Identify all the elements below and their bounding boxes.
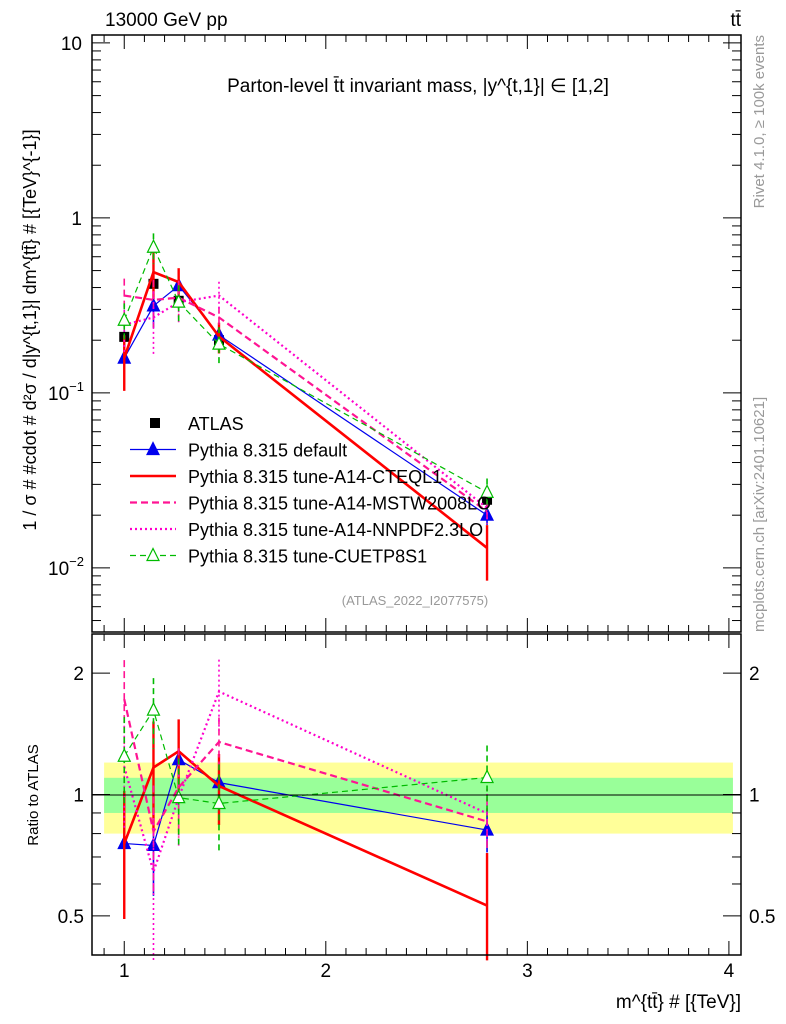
legend-item-1: Pythia 8.315 default xyxy=(130,441,347,461)
ratio-y-tick-label-right: 1 xyxy=(749,786,760,807)
x-tick-label: 1 xyxy=(119,961,130,982)
legend: ATLAS Pythia 8.315 default Pythia 8.315 tu… xyxy=(130,414,491,567)
x-tick-label: 4 xyxy=(724,961,735,982)
x-tick-label: 2 xyxy=(321,961,332,982)
legend-label: Pythia 8.315 default xyxy=(188,441,347,461)
legend-marker xyxy=(146,441,160,456)
axis-ticks xyxy=(92,35,741,956)
ratio-y-tick-label: 1 xyxy=(73,786,84,807)
series-line-main xyxy=(123,294,488,509)
legend-label: Pythia 8.315 tune-A14-NNPDF2.3LO xyxy=(188,520,483,540)
ratio-point xyxy=(212,795,226,810)
y-axis-label: 1 / σ # #cdot # d²σ / d|y^{t,1}| dm^{tt̄… xyxy=(20,129,40,530)
legend-item-5: Pythia 8.315 tune-CUETP8S1 xyxy=(130,547,427,567)
main-plot-frame xyxy=(91,34,742,633)
ratio-y-tick-label-right: 2 xyxy=(749,664,760,685)
ratio-point xyxy=(117,747,132,762)
mcplots-label: mcplots.cern.ch [arXiv:2401.10621] xyxy=(751,397,768,632)
legend-item-3: Pythia 8.315 tune-A14-MSTW2008LO xyxy=(130,494,491,514)
legend-item-0: ATLAS xyxy=(150,414,244,434)
ratio-uncertainty-bands xyxy=(104,762,733,834)
plot-title: Parton-level t̄t invariant mass, |y^{t,1… xyxy=(227,76,609,97)
data-point xyxy=(146,238,161,253)
data-point xyxy=(480,484,495,498)
data-point xyxy=(171,293,186,308)
series-layer xyxy=(117,233,495,961)
tick-labels: 1 2 3 4 10 1 10−1 10−2 2 2 1 1 0.5 0.5 xyxy=(48,34,775,982)
ratio-y-axis-label: Ratio to ATLAS xyxy=(25,744,42,845)
legend-label: Pythia 8.315 tune-A14-MSTW2008LO xyxy=(188,494,491,514)
series-line-ratio xyxy=(123,699,488,835)
legend-marker xyxy=(150,418,160,428)
series-line-main xyxy=(124,294,488,513)
x-tick-label: 3 xyxy=(522,961,533,982)
ratio-y-tick-label-right: 0.5 xyxy=(749,907,775,928)
process-label: tt̄ xyxy=(730,10,741,31)
legend-item-4: Pythia 8.315 tune-A14-NNPDF2.3LO xyxy=(130,520,483,540)
series-5 xyxy=(117,233,495,854)
ratio-point xyxy=(480,769,495,784)
legend-label: Pythia 8.315 tune-CUETP8S1 xyxy=(188,547,427,567)
legend-label: Pythia 8.315 tune-A14-CTEQL1 xyxy=(188,467,442,487)
ratio-point xyxy=(171,789,186,804)
legend-marker xyxy=(146,547,160,562)
y-tick-label: 10 xyxy=(61,34,82,55)
y-tick-label: 10−1 xyxy=(48,379,84,405)
ratio-point xyxy=(146,701,161,716)
y-tick-label: 1 xyxy=(71,209,82,230)
legend-item-2: Pythia 8.315 tune-A14-CTEQL1 xyxy=(130,467,442,487)
rivet-label: Rivet 4.1.0, ≥ 100k events xyxy=(751,35,768,208)
legend-label: ATLAS xyxy=(188,414,244,434)
series-line-main xyxy=(123,245,488,493)
ratio-y-tick-label: 2 xyxy=(73,664,84,685)
watermark: (ATLAS_2022_I2077575) xyxy=(342,593,488,608)
ratio-y-tick-label: 0.5 xyxy=(58,907,84,928)
energy-label: 13000 GeV pp xyxy=(105,10,228,31)
data-point xyxy=(212,335,226,350)
y-tick-label: 10−2 xyxy=(48,554,84,580)
data-point xyxy=(117,311,132,326)
x-axis-label: m^{tt̄} # [{TeV}] xyxy=(616,992,741,1013)
series-4 xyxy=(123,281,488,961)
